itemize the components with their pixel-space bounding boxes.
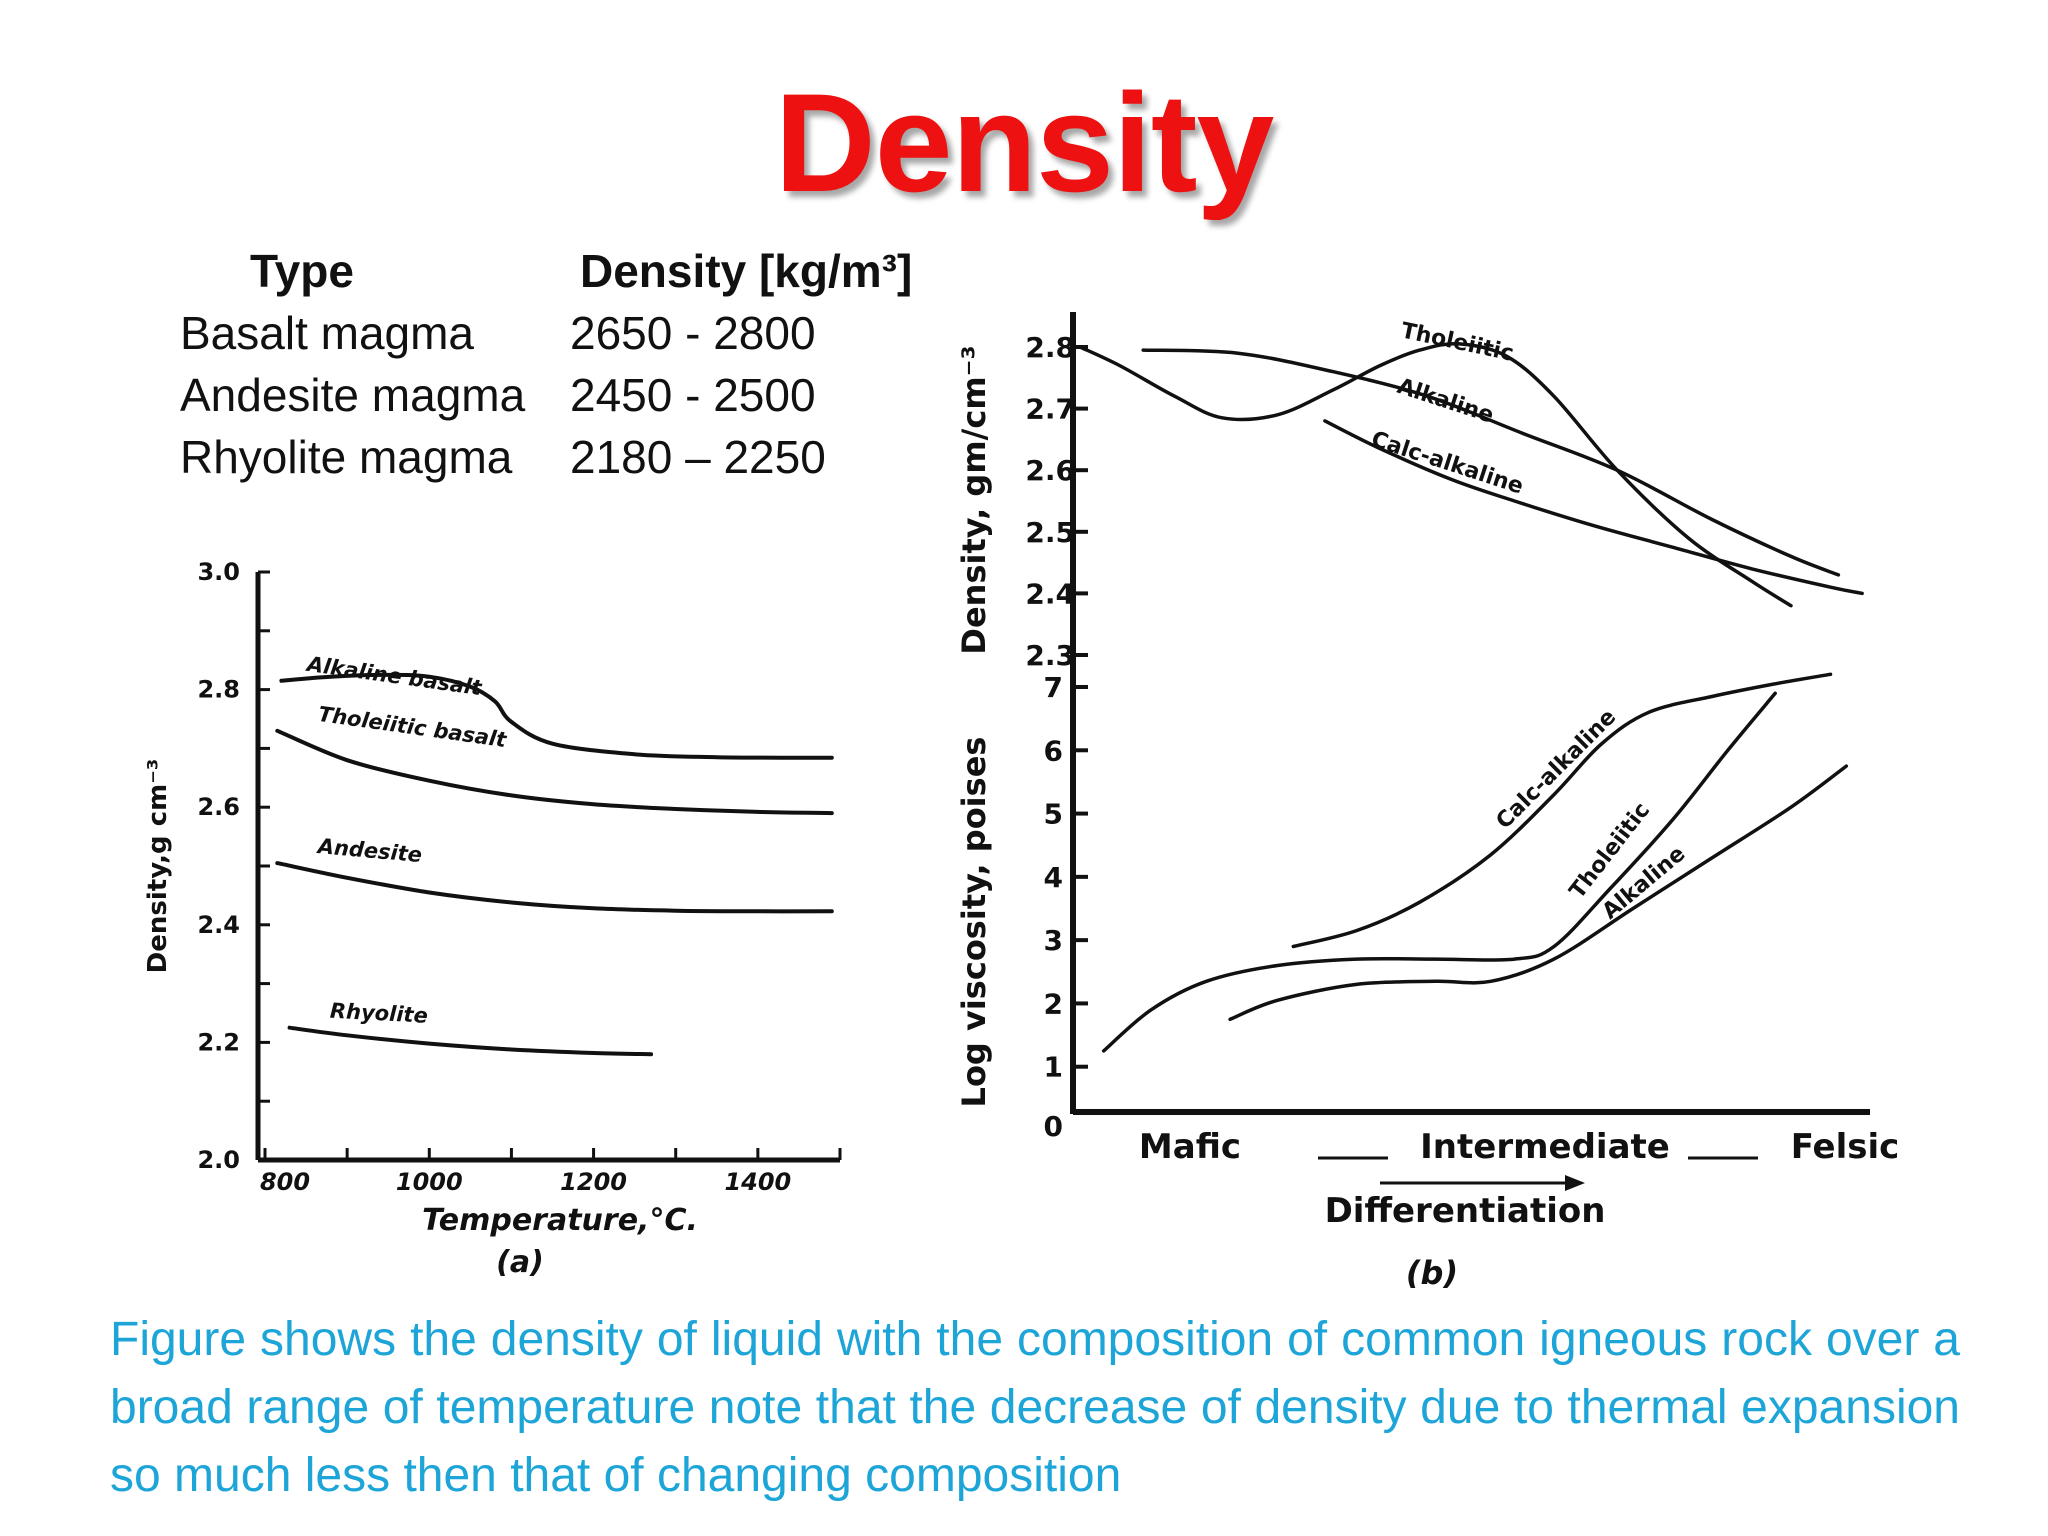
x-category-felsic: Felsic [1791, 1127, 1900, 1167]
y-axis-title: Density,g cm⁻³ [143, 759, 173, 974]
top-series-line-calc-alkaline [1323, 419, 1864, 596]
bottom-y-tick-label: 6 [1044, 734, 1063, 767]
top-y-tick-label: 2.8 [1025, 331, 1075, 364]
series-label-andesite: Andesite [315, 834, 423, 867]
series-line-alkaline-basalt [279, 672, 834, 760]
y-tick-label: 2.8 [197, 676, 240, 704]
series-line-rhyolite [287, 1025, 654, 1057]
x-category-intermediate: Intermediate [1420, 1127, 1670, 1167]
bottom-y-tick-label: 2 [1044, 987, 1063, 1020]
x-category-mafic: Mafic [1139, 1127, 1241, 1167]
magma-density: 2650 - 2800 [570, 307, 816, 359]
top-series-label-tholeiitic: Tholeiitic [1399, 318, 1516, 366]
bottom-y-tick-label: 1 [1044, 1051, 1063, 1084]
y-tick-label: 2.0 [197, 1146, 240, 1174]
differentiation-arrow-head [1565, 1175, 1585, 1191]
series-line-tholeiitic-basalt [275, 728, 834, 816]
table-row: Rhyolite magma 2180 – 2250 [180, 426, 960, 488]
top-y-tick-label: 2.7 [1025, 393, 1075, 426]
bottom-y-tick-label: 3 [1044, 924, 1063, 957]
magma-type: Basalt magma [180, 307, 475, 359]
top-y-tick-label: 2.3 [1025, 639, 1075, 672]
density-column-header: Density [kg/m³] [580, 245, 913, 297]
x-tick-label: 1200 [560, 1168, 627, 1196]
top-series-line-alkaline [1141, 348, 1841, 577]
density-table: Type Density [kg/m³] Basalt magma 2650 -… [180, 240, 960, 488]
x-axis-title: Temperature,°C. [422, 1203, 698, 1238]
magma-density: 2180 – 2250 [570, 431, 826, 483]
y-tick-label: 2.6 [197, 793, 240, 821]
top-y-tick-label: 2.4 [1025, 577, 1075, 610]
bottom-y-tick-label: 5 [1044, 798, 1063, 831]
type-column-header: Type [250, 245, 354, 297]
y-tick-label: 2.4 [197, 911, 240, 939]
magma-type: Rhyolite magma [180, 431, 513, 483]
magma-type: Andesite magma [180, 369, 526, 421]
bottom-y-tick-label: 4 [1044, 861, 1063, 894]
top-series-label-alkaline: Alkaline [1394, 374, 1497, 429]
density-table-header: Type Density [kg/m³] [180, 240, 960, 302]
top-y-tick-label: 2.6 [1025, 454, 1075, 487]
panel-label-a: (a) [496, 1245, 544, 1280]
x-tick-label: 1400 [724, 1168, 791, 1196]
x-tick-label: 1000 [396, 1168, 463, 1196]
y-tick-label: 2.2 [197, 1028, 240, 1056]
magma-density: 2450 - 2500 [570, 369, 816, 421]
x-axis-title: Differentiation [1325, 1191, 1606, 1231]
top-series-line-tholeiitic [1078, 341, 1793, 608]
bottom-series-line-calc-alkaline [1291, 672, 1833, 949]
top-y-tick-label: 2.5 [1025, 516, 1075, 549]
series-label-tholeiitic-basalt: Tholeiitic basalt [317, 702, 509, 752]
bottom-series-line-tholeiitic [1101, 691, 1777, 1053]
series-label-rhyolite: Rhyolite [329, 999, 428, 1028]
top-series-label-calc-alkaline: Calc-alkaline [1368, 427, 1526, 500]
slide-title: Density [774, 64, 1275, 221]
table-row: Andesite magma 2450 - 2500 [180, 364, 960, 426]
bottom-y-axis-title: Log viscosity, poises [955, 737, 993, 1108]
figure-caption: Figure shows the density of liquid with … [110, 1313, 1960, 1502]
panel-label-b: (b) [1406, 1254, 1458, 1292]
x-tick-label: 800 [260, 1168, 310, 1196]
y-tick-label: 3.0 [197, 558, 240, 586]
series-label-alkaline-basalt: Alkaline basalt [304, 652, 484, 701]
bottom-y-tick-label: 0 [1044, 1110, 1063, 1143]
bottom-y-tick-label: 7 [1044, 671, 1063, 704]
chart-b: 2.3 2.4 2.5 2.6 2.7 2.8 0 1 2 3 4 5 6 7 Density, gm/cm… [955, 312, 1899, 1292]
top-y-axis-title: Density, gm/cm⁻³ [955, 345, 993, 654]
series-line-andesite [275, 861, 834, 914]
table-row: Basalt magma 2650 - 2800 [180, 302, 960, 364]
chart-a: 2.0 2.2 2.4 2.6 2.8 3.0 800 1000 1200 1400 Tempera… [143, 558, 842, 1280]
bottom-series-line-alkaline [1228, 764, 1849, 1022]
bottom-series-label-calc-alkaline: Calc-alkaline [1492, 705, 1622, 835]
